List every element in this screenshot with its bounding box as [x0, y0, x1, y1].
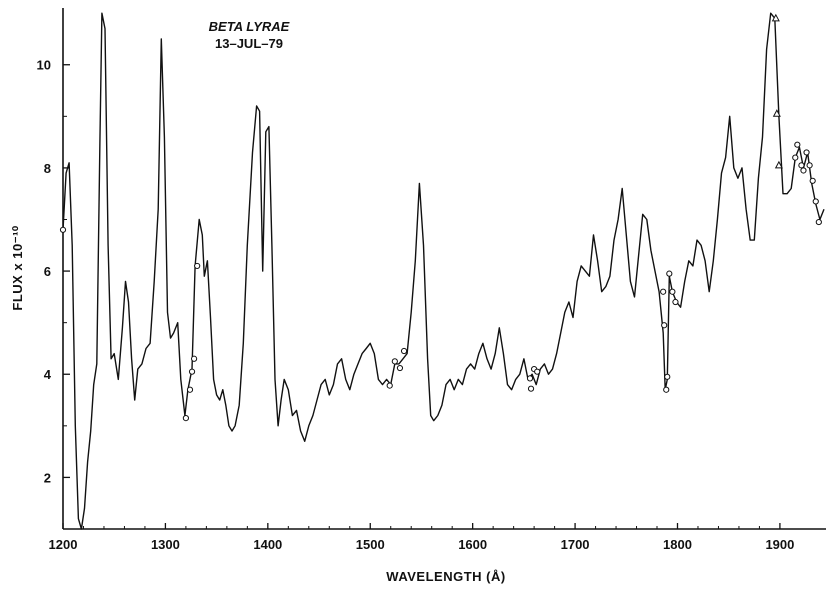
- spectrum-line: [62, 12, 825, 530]
- y-tick-label: 10: [37, 58, 51, 73]
- circle-marker: [182, 414, 189, 422]
- circle-marker: [672, 298, 679, 306]
- circle-marker: [669, 288, 676, 295]
- x-tick-label: 1200: [49, 537, 78, 552]
- annotation-star-name: BETA LYRAE: [209, 19, 290, 34]
- circle-marker: [386, 382, 393, 389]
- x-tick-label: 1700: [561, 537, 590, 552]
- y-tick-label: 8: [44, 161, 51, 176]
- x-tick-label: 1300: [151, 537, 180, 552]
- circle-marker: [809, 177, 816, 184]
- y-tick-label: 6: [44, 264, 51, 279]
- circle-marker: [660, 288, 667, 295]
- y-tick-label: 4: [44, 367, 52, 382]
- triangle-marker: [774, 160, 783, 169]
- circle-marker: [798, 162, 805, 169]
- circle-marker: [664, 373, 671, 380]
- circle-marker: [186, 386, 194, 393]
- circle-marker: [800, 167, 807, 174]
- circle-marker: [400, 347, 408, 355]
- x-tick-label: 1500: [356, 537, 385, 552]
- y-tick-label: 2: [44, 470, 51, 485]
- circle-marker: [59, 226, 67, 233]
- circle-marker: [803, 149, 810, 156]
- x-tick-label: 1400: [253, 537, 282, 552]
- circle-marker: [663, 386, 670, 393]
- triangle-marker: [771, 13, 780, 22]
- circle-marker: [666, 270, 673, 277]
- x-axis-title: WAVELENGTH (Å): [386, 569, 505, 584]
- y-axis-title: FLUX x 10⁻¹⁰: [10, 225, 25, 311]
- triangle-marker: [772, 109, 781, 117]
- marker-layer: [59, 13, 822, 422]
- circle-marker: [812, 198, 819, 205]
- circle-marker: [396, 364, 404, 372]
- circle-marker: [188, 368, 196, 375]
- circle-marker: [194, 262, 201, 270]
- circle-marker: [815, 218, 822, 226]
- series-layer: [62, 12, 825, 530]
- x-ticks: 1200 1300 1400 1500 1600 1700 1800 1900: [49, 523, 794, 552]
- circle-marker: [391, 358, 398, 365]
- circle-marker: [794, 141, 801, 148]
- x-tick-label: 1800: [663, 537, 692, 552]
- x-tick-label: 1600: [458, 537, 487, 552]
- circle-marker: [534, 368, 541, 375]
- circle-marker: [190, 355, 198, 362]
- circle-marker: [806, 162, 813, 169]
- x-tick-label: 1900: [765, 537, 794, 552]
- circle-marker: [661, 322, 668, 329]
- circle-marker: [526, 375, 534, 382]
- axes: [62, 8, 826, 530]
- annotation-date: 13–JUL–79: [215, 36, 283, 51]
- circle-marker: [527, 385, 535, 392]
- circle-marker: [792, 154, 799, 161]
- y-ticks: 2 4 6 8 10: [37, 58, 70, 485]
